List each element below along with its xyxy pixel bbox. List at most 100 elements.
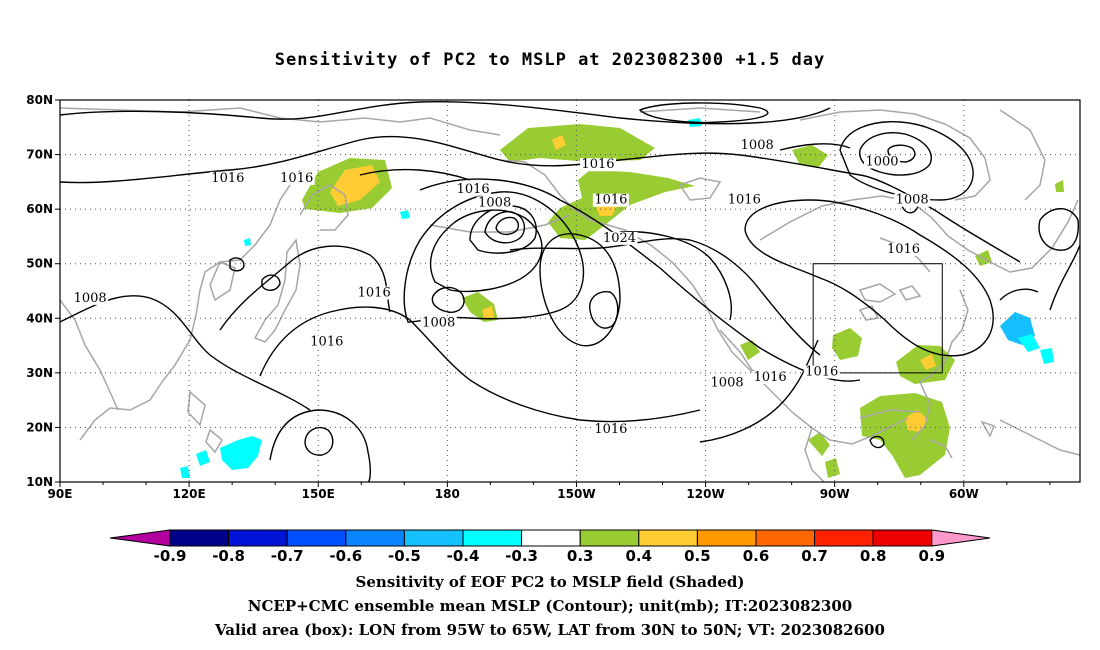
contour-label: 1016: [211, 171, 244, 186]
isobar: [359, 168, 471, 181]
contour-label: 1016: [594, 422, 627, 437]
isobar: [619, 231, 732, 321]
isobar: [219, 245, 391, 331]
coastline: [759, 195, 949, 241]
lat-label: 60N: [26, 202, 53, 216]
shade-cyan-patch: [244, 238, 251, 246]
isobar: [304, 426, 334, 456]
caption-line-3: Valid area (box): LON from 95W to 65W, L…: [215, 621, 885, 639]
contour-label-bg: [894, 193, 931, 207]
lon-label: 120W: [686, 487, 724, 501]
coastline: [60, 299, 119, 411]
coastline: [678, 177, 722, 201]
isobar: [638, 102, 769, 124]
contour-label-bg: [726, 193, 763, 207]
isobar: [509, 238, 821, 356]
contour-labels: 1016 101610161008101610161024100810161000…: [72, 138, 931, 437]
contour-label: 1016: [594, 193, 627, 208]
isobar: [469, 205, 537, 254]
contour-label-bg: [752, 371, 789, 385]
valid-area-box: [812, 263, 943, 374]
shade-green-patch: [825, 458, 840, 478]
lat-label: 30N: [26, 366, 53, 380]
lon-label: 120E: [172, 487, 205, 501]
colorbar-swatch: [755, 529, 816, 547]
isobar: [259, 306, 701, 423]
shade-cyan-patch: [1040, 348, 1054, 364]
isobar: [269, 409, 371, 482]
contour-label: 1016: [581, 157, 614, 172]
coastline: [980, 420, 995, 438]
coastline: [209, 261, 236, 302]
isobar: [539, 233, 621, 347]
caption-line-1: Sensitivity of EOF PC2 to MSLP field (Sh…: [355, 573, 745, 591]
coastline: [804, 427, 825, 482]
isobar: [1038, 208, 1079, 251]
lon-label: 60W: [949, 487, 979, 501]
coastline: [161, 169, 301, 383]
colorbar-swatch: [462, 529, 523, 547]
shade-cyan-patch: [180, 466, 190, 478]
lon-label: 90W: [820, 487, 850, 501]
contour-label-bg: [739, 139, 776, 153]
isobar: [60, 101, 831, 125]
coastline: [919, 289, 969, 383]
lon-label: 90E: [48, 487, 73, 501]
coastline: [639, 107, 761, 113]
contour-label-bg: [476, 196, 513, 210]
shade-cyan-patch: [220, 436, 262, 470]
contour-label-bg: [278, 171, 315, 185]
lat-label: 20N: [26, 420, 53, 434]
coastline: [947, 199, 1079, 273]
lat-label: 10N: [26, 475, 53, 489]
colorbar-label: -0.6: [329, 547, 362, 565]
contour-label: 1016: [805, 365, 838, 380]
colorbar-label: -0.4: [447, 547, 480, 565]
contour-label-bg: [803, 365, 840, 379]
contour-label: 1000: [865, 154, 898, 169]
lon-label: 150W: [557, 487, 595, 501]
colorbar-swatch: [814, 529, 874, 547]
colorbar: -0.9 -0.8 -0.7 -0.6 -0.5 -0.4 -0.3 0.3 0.4 0.5 0.6…: [109, 529, 991, 565]
isobar: [999, 288, 1039, 301]
contour-label-bg: [455, 182, 492, 196]
lat-label: 70N: [26, 148, 53, 162]
caption-line-2: NCEP+CMC ensemble mean MSLP (Contour); u…: [247, 597, 853, 615]
contour-label-bg: [308, 335, 345, 349]
contour-label-bg: [592, 193, 629, 207]
colorbar-label: -0.3: [505, 547, 538, 565]
contour-label-bg: [601, 231, 638, 245]
shade-green-patch: [832, 328, 862, 360]
shade-yellow-patch: [330, 165, 380, 206]
contour-label-bg: [420, 316, 457, 330]
coastline: [79, 381, 163, 441]
colorbar-swatch: [638, 529, 698, 547]
shade-green-patch: [792, 145, 828, 168]
contour-label-bg: [709, 376, 746, 390]
coastline: [253, 238, 301, 343]
colorbar-swatch: [228, 529, 288, 547]
coastline: [429, 214, 571, 233]
contour-label: 1008: [74, 291, 107, 306]
contour-label: 1016: [280, 171, 313, 186]
colorbar-swatch: [579, 529, 640, 547]
coastline: [299, 184, 349, 231]
lat-label: 50N: [26, 257, 53, 271]
coastline: [499, 159, 591, 221]
colorbar-label: 0.4: [626, 547, 653, 565]
coastline: [911, 381, 931, 441]
colorbar-swatch: [696, 529, 757, 547]
isobar: [779, 143, 851, 151]
coastline: [205, 428, 223, 454]
coastline: [858, 283, 897, 303]
contour-label-bg: [209, 171, 246, 185]
colorbar-label: 0.3: [567, 547, 594, 565]
shade-green-patch: [1055, 180, 1064, 192]
coastline: [999, 109, 1046, 201]
isobar: [431, 286, 465, 313]
contour-label: 1008: [741, 138, 774, 153]
contour-label: 1008: [478, 195, 511, 210]
colorbar-swatch: [286, 529, 347, 547]
isobar: [261, 274, 281, 291]
